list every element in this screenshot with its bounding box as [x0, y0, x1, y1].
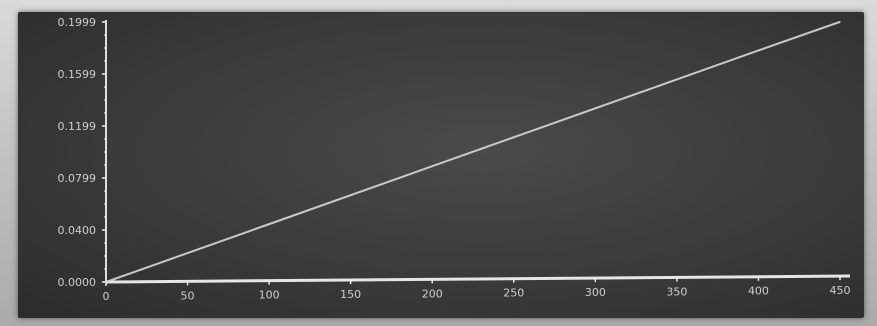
y-tick-label: 0.0400 [58, 224, 97, 237]
series-point [105, 281, 107, 283]
line-chart: 0.0000 0.0400 0.0799 0.1199 0.1599 0.1999 0 50… [58, 16, 851, 303]
x-tick-label: 0 [103, 290, 110, 303]
series-point [839, 21, 841, 23]
series-point [594, 107, 597, 110]
y-tick-label: 0.0000 [58, 276, 97, 289]
series-line [105, 20, 841, 283]
x-tick-label: 100 [259, 289, 280, 302]
x-tick-label: 400 [748, 285, 769, 298]
y-axis: 0.0000 0.0400 0.0799 0.1199 0.1599 0.1999 [58, 16, 107, 289]
y-tick-label: 0.1999 [58, 16, 97, 29]
x-tick-label: 50 [181, 289, 195, 302]
series-point [757, 49, 760, 52]
x-tick-label: 450 [830, 284, 851, 297]
y-tick-label: 0.1199 [58, 120, 97, 133]
x-tick-label: 250 [503, 287, 524, 300]
x-tick-label: 150 [340, 288, 361, 301]
x-axis-line [105, 274, 851, 284]
y-tick-label: 0.1599 [58, 68, 97, 81]
series-point [268, 223, 270, 225]
x-axis: 0 50 100 150 200 250 300 350 400 450 [103, 274, 851, 303]
x-tick-label: 200 [422, 287, 443, 300]
series-point [431, 165, 434, 168]
x-tick-label: 300 [585, 286, 606, 299]
series-group [105, 20, 841, 283]
y-tick-label: 0.0799 [58, 172, 97, 185]
x-tick-label: 350 [666, 285, 687, 298]
